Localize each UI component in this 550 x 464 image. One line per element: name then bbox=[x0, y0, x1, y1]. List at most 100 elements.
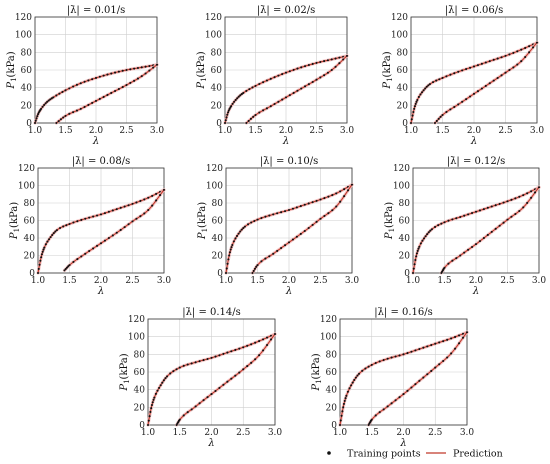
y-tick-label: 100 bbox=[128, 333, 145, 343]
training-point bbox=[451, 218, 454, 221]
training-point bbox=[242, 346, 245, 349]
training-point bbox=[37, 113, 40, 116]
training-point bbox=[450, 337, 453, 340]
training-point bbox=[252, 115, 255, 118]
training-point bbox=[253, 219, 256, 223]
training-point bbox=[129, 81, 132, 84]
training-point bbox=[422, 376, 425, 379]
training-point bbox=[484, 61, 487, 64]
training-point bbox=[476, 90, 479, 93]
training-point bbox=[341, 410, 344, 413]
training-point bbox=[106, 93, 109, 96]
training-point bbox=[335, 205, 338, 208]
training-point bbox=[433, 121, 436, 125]
training-point bbox=[147, 419, 150, 422]
training-point bbox=[442, 359, 445, 363]
y-axis-label: P1(kPa) bbox=[384, 202, 396, 240]
training-point bbox=[415, 100, 418, 103]
training-point bbox=[54, 230, 57, 233]
training-point bbox=[254, 341, 257, 344]
training-point bbox=[518, 195, 521, 198]
training-point bbox=[364, 367, 367, 370]
training-point bbox=[438, 341, 441, 344]
training-point bbox=[414, 349, 417, 352]
training-point bbox=[58, 92, 61, 95]
training-point bbox=[374, 414, 377, 417]
training-point bbox=[262, 349, 265, 352]
training-point bbox=[159, 194, 162, 197]
training-point bbox=[339, 190, 342, 193]
training-point bbox=[443, 221, 446, 224]
training-point bbox=[262, 109, 265, 112]
training-point bbox=[140, 75, 143, 78]
training-point bbox=[41, 250, 44, 253]
training-point bbox=[230, 105, 233, 108]
panel-title: |λ̇| = 0.14/s bbox=[182, 307, 241, 318]
x-tick-label: 1.5 bbox=[437, 276, 452, 286]
training-point bbox=[350, 183, 354, 186]
training-point bbox=[250, 361, 253, 364]
y-tick-label: 0 bbox=[26, 119, 32, 129]
x-axis-label: λ bbox=[207, 438, 214, 449]
y-tick-label: 120 bbox=[206, 164, 223, 174]
training-point bbox=[42, 248, 45, 251]
training-point bbox=[480, 62, 483, 65]
training-point bbox=[281, 73, 284, 76]
training-point bbox=[426, 345, 429, 348]
training-point bbox=[92, 215, 95, 218]
training-point bbox=[506, 218, 509, 221]
training-point bbox=[252, 269, 255, 272]
training-point bbox=[52, 96, 55, 99]
y-tick-label: 0 bbox=[217, 269, 223, 279]
training-point bbox=[103, 212, 106, 215]
training-point bbox=[76, 258, 79, 261]
training-point bbox=[186, 411, 189, 414]
training-point bbox=[417, 95, 420, 99]
training-point bbox=[417, 247, 420, 250]
training-point bbox=[88, 250, 91, 253]
training-point bbox=[415, 255, 418, 258]
training-point bbox=[472, 65, 476, 68]
training-point bbox=[115, 208, 118, 211]
training-point bbox=[225, 267, 228, 270]
training-point bbox=[228, 254, 231, 257]
training-point bbox=[258, 82, 261, 86]
training-point bbox=[508, 68, 511, 72]
y-tick-label: 0 bbox=[331, 421, 337, 431]
training-point bbox=[451, 259, 454, 262]
panel-title: |λ̇| = 0.01/s bbox=[67, 5, 126, 16]
training-point bbox=[413, 107, 416, 110]
training-point bbox=[226, 380, 229, 383]
training-point bbox=[524, 55, 527, 59]
panel-1: 1.0 1.5 2.0 2.5 3.0 0 20 40 60 80 100 120 |λ̇| = 0.0… bbox=[6, 5, 164, 147]
training-point bbox=[47, 99, 50, 102]
training-point bbox=[121, 69, 124, 72]
training-point bbox=[411, 114, 414, 117]
x-tick-label: 3.0 bbox=[530, 126, 545, 136]
training-point bbox=[330, 58, 333, 61]
training-point bbox=[374, 361, 377, 365]
training-point bbox=[230, 350, 233, 353]
training-point bbox=[458, 342, 461, 345]
y-tick-label: 0 bbox=[139, 421, 145, 431]
training-point bbox=[102, 95, 105, 98]
training-point bbox=[237, 232, 240, 235]
training-point bbox=[498, 202, 501, 205]
training-point bbox=[420, 91, 424, 94]
training-point bbox=[47, 238, 51, 241]
training-point bbox=[311, 201, 314, 204]
y-tick-label: 60 bbox=[134, 368, 146, 378]
training-point bbox=[406, 389, 409, 392]
training-point bbox=[457, 70, 460, 73]
training-point bbox=[150, 403, 154, 407]
training-point bbox=[226, 113, 229, 116]
training-point bbox=[172, 370, 175, 373]
training-point bbox=[214, 355, 217, 358]
training-point bbox=[441, 114, 444, 117]
training-point bbox=[331, 194, 334, 197]
training-point bbox=[202, 359, 205, 362]
training-point bbox=[490, 230, 493, 233]
x-tick-label: 1.0 bbox=[404, 126, 419, 136]
training-point bbox=[427, 231, 430, 234]
training-point bbox=[435, 119, 438, 122]
